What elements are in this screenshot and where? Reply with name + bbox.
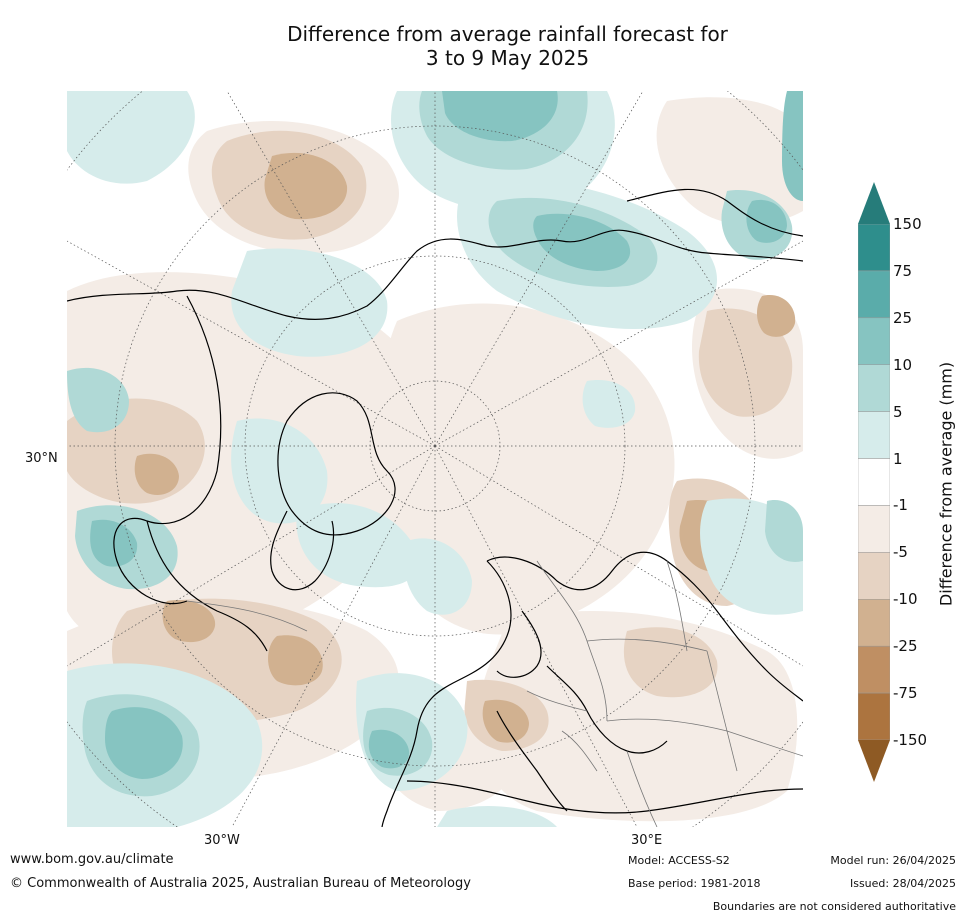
coastlines bbox=[67, 188, 803, 827]
colorbar-tick-label: 5 bbox=[893, 402, 903, 421]
footer-url[interactable]: www.bom.gov.au/climate bbox=[10, 852, 174, 867]
colorbar-segment bbox=[858, 692, 890, 741]
footer-issued: Issued: 28/04/2025 bbox=[849, 877, 956, 890]
colorbar-tick-label: 150 bbox=[893, 215, 922, 233]
colorbar-tick-label: 75 bbox=[893, 261, 913, 280]
colorbar-segment bbox=[858, 223, 890, 272]
title-line-2: 3 to 9 May 2025 bbox=[425, 46, 590, 70]
footer-disclaimer: Boundaries are not considered authoritat… bbox=[712, 900, 956, 913]
colorbar-tick-label: 25 bbox=[893, 308, 913, 327]
country-borders bbox=[186, 560, 803, 827]
colorbar-tick-label: -150 bbox=[893, 731, 928, 749]
footer-base-period: Base period: 1981-2018 bbox=[628, 877, 761, 890]
label-lat-30n: 30°N bbox=[25, 451, 58, 466]
title-line-1: Difference from average rainfall forecas… bbox=[287, 22, 728, 46]
colorbar-segment bbox=[858, 411, 890, 459]
colorbar-tick-label: 10 bbox=[893, 355, 913, 374]
colorbar-tick-label: -5 bbox=[893, 543, 908, 562]
footer-copyright: © Commonwealth of Australia 2025, Austra… bbox=[10, 876, 471, 891]
map-title: Difference from average rainfall forecas… bbox=[180, 22, 835, 70]
colorbar-segment bbox=[858, 458, 890, 506]
colorbar-title: Difference from average (mm) bbox=[936, 361, 956, 607]
colorbar-bottom-cap bbox=[858, 740, 890, 782]
colorbar-segment bbox=[858, 270, 890, 319]
label-lon-30e: 30°E bbox=[631, 833, 663, 848]
colorbar-top-cap bbox=[858, 182, 890, 224]
colorbar-tick-label: -1 bbox=[893, 496, 908, 515]
colorbar-tick-label: -10 bbox=[893, 590, 918, 609]
colorbar-tick-label: -25 bbox=[893, 637, 918, 656]
colorbar-segment bbox=[858, 552, 890, 600]
colorbar-tick-label: -75 bbox=[893, 684, 918, 703]
colorbar-segment bbox=[858, 364, 890, 412]
colorbar-segment bbox=[858, 505, 890, 553]
colorbar-segment bbox=[858, 599, 890, 647]
colorbar-segment bbox=[858, 645, 890, 694]
rainfall-anomaly-map bbox=[67, 91, 803, 827]
colorbar-segment bbox=[858, 317, 890, 365]
footer-model-run: Model run: 26/04/2025 bbox=[830, 854, 956, 867]
footer-model: Model: ACCESS-S2 bbox=[628, 854, 730, 867]
colorbar-tick-label: 1 bbox=[893, 449, 903, 468]
colorbar bbox=[858, 182, 890, 782]
anomaly-wet-strong bbox=[90, 91, 803, 779]
label-lon-30w: 30°W bbox=[204, 833, 240, 848]
